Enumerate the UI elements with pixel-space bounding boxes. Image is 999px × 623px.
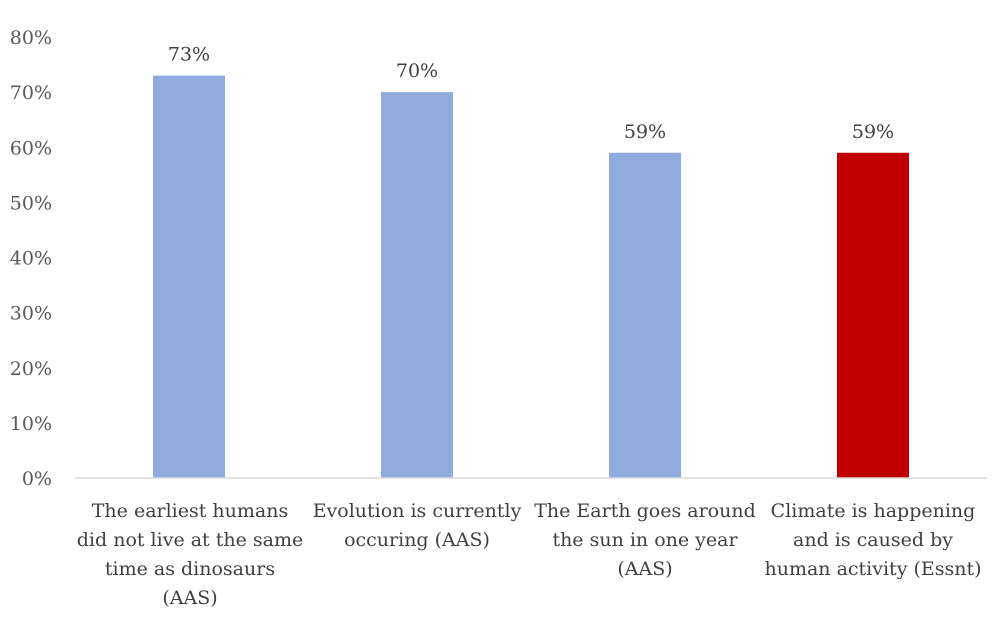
x-axis-category-label: The Earth goes around the sun in one yea… — [534, 500, 756, 580]
bar — [153, 75, 225, 479]
y-axis-tick-label: 10% — [10, 413, 52, 435]
data-labels-group: 73% 70% 59% 59% — [168, 44, 894, 143]
y-axis-tick-label: 30% — [10, 303, 52, 325]
x-axis-category-label: Climate is happening and is caused by hu… — [764, 500, 982, 580]
bar-data-label: 73% — [168, 44, 210, 66]
y-axis-tick-label: 40% — [10, 248, 52, 270]
y-axis-tick-label: 80% — [10, 27, 52, 49]
y-axis-tick-label: 70% — [10, 82, 52, 104]
bars-group — [153, 75, 909, 479]
bar-data-label: 70% — [396, 60, 438, 82]
y-axis-tick-label: 0% — [22, 468, 52, 490]
bar — [837, 152, 909, 478]
bar — [609, 152, 681, 478]
y-axis-tick-label: 50% — [10, 192, 52, 214]
y-axis-tick-labels: 0% 10% 20% 30% 40% 50% 60% 70% 80% — [10, 27, 52, 490]
bar-data-label: 59% — [624, 121, 666, 143]
x-axis-category-label: Evolution is currently occuring (AAS) — [312, 500, 522, 551]
x-axis-category-label: The earliest humans did not live at the … — [76, 500, 304, 609]
y-axis-tick-label: 60% — [10, 137, 52, 159]
y-axis-tick-label: 20% — [10, 358, 52, 380]
bar — [381, 92, 453, 478]
bar-data-label: 59% — [852, 121, 894, 143]
